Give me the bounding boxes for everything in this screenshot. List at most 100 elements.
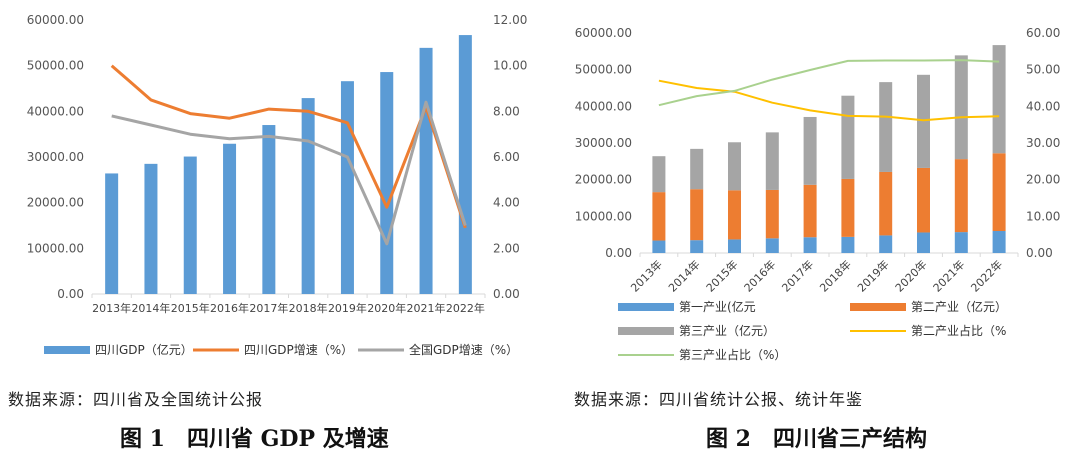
x-tick-label: 2022年: [968, 257, 1005, 294]
figure-2-caption: 图 2 四川省三产结构: [706, 426, 927, 452]
bar: [803, 237, 817, 253]
bar: [954, 159, 968, 233]
bar: [954, 55, 968, 160]
y-left-tick-label: 30000.00: [27, 150, 84, 164]
bar: [879, 171, 893, 236]
bar: [992, 153, 1006, 231]
y-right-tick-label: 12.00: [493, 13, 527, 27]
x-tick-label: 2021年: [407, 301, 446, 315]
bar: [458, 35, 472, 294]
y-right-tick-label: 2.00: [493, 241, 520, 255]
x-tick-label: 2016年: [210, 301, 249, 315]
y-left-tick-label: 10000.00: [575, 209, 632, 223]
bar: [803, 184, 817, 238]
x-tick-label: 2017年: [779, 257, 816, 294]
series-line: [111, 100, 467, 246]
bar: [690, 240, 704, 253]
series-line: [110, 64, 467, 229]
bar: [728, 142, 741, 191]
x-tick-label: 2016年: [741, 257, 778, 294]
legend-swatch: [850, 303, 906, 311]
gdp-growth-chart: 0.00 10000.00 20000.00 30000.00 40000.00 5000…: [27, 13, 528, 357]
legend-label: 全国GDP增速（%）: [409, 342, 518, 357]
legend-label: 四川GDP（亿元）: [95, 342, 193, 357]
y-left-tick-label: 40000.00: [27, 104, 84, 118]
legend-label: 第三产业（亿元）: [679, 323, 775, 338]
x-tick-label: 2020年: [367, 301, 406, 315]
series-line: [658, 79, 1000, 122]
y-right-tick-label: 6.00: [493, 150, 520, 164]
bar: [105, 173, 119, 294]
bar: [419, 47, 433, 295]
y-right-tick-label: 10.00: [1026, 209, 1060, 223]
bar: [223, 143, 237, 294]
y-left-tick-label: 0.00: [605, 246, 632, 260]
x-tick-label: 2013年: [628, 257, 665, 294]
y-right-tick-label: 30.00: [1026, 136, 1060, 150]
bar: [690, 189, 704, 241]
bar: [380, 72, 394, 294]
x-tick-label: 2018年: [289, 301, 328, 315]
figure-1-source: 数据来源：四川省及全国统计公报: [8, 390, 264, 409]
figure-1: 0.00 10000.00 20000.00 30000.00 40000.00 5000…: [8, 13, 528, 452]
figure-2-source: 数据来源：四川省统计公报、统计年鉴: [574, 390, 864, 409]
bar: [183, 156, 197, 294]
y-right-tick-label: 10.00: [493, 59, 527, 73]
bar: [917, 232, 930, 253]
x-tick-label: 2019年: [854, 257, 891, 294]
x-tick-label: 2022年: [446, 301, 485, 315]
y-right-tick-label: 0.00: [1026, 246, 1053, 260]
x-tick-label: 2015年: [171, 301, 210, 315]
bar: [992, 231, 1006, 253]
bar: [652, 240, 666, 253]
x-tick-label: 2018年: [817, 257, 854, 294]
legend-label: 第三产业占比（%）: [679, 347, 786, 362]
y-left-tick-label: 20000.00: [575, 173, 632, 187]
series-line: [658, 59, 1000, 107]
industry-structure-chart: 0.00 10000.00 20000.00 30000.00 40000.00 5000…: [575, 26, 1061, 362]
y-left-tick-label: 50000.00: [575, 63, 632, 77]
y-left-tick-label: 60000.00: [575, 26, 632, 40]
bar: [340, 81, 354, 295]
bar: [841, 95, 855, 179]
bar: [728, 239, 741, 253]
x-tick-label: 2014年: [131, 301, 170, 315]
legend-label: 四川GDP增速（%）: [244, 343, 353, 357]
bar: [803, 116, 817, 185]
bar: [954, 232, 968, 253]
legend-label: 第二产业（亿元）: [911, 299, 1007, 314]
y-right-tick-label: 50.00: [1026, 63, 1060, 77]
bar: [301, 98, 315, 294]
bar: [690, 148, 704, 190]
bar: [652, 192, 666, 241]
bar: [917, 167, 930, 233]
bar: [652, 156, 666, 193]
y-left-tick-label: 0.00: [57, 287, 84, 301]
y-left-tick-label: 50000.00: [27, 59, 84, 73]
y-right-tick-label: 60.00: [1026, 26, 1060, 40]
y-left-tick-label: 10000.00: [27, 241, 84, 255]
y-left-tick-label: 30000.00: [575, 136, 632, 150]
bar: [728, 190, 741, 240]
bar: [879, 82, 893, 172]
legend-label: 第二产业占比（%: [911, 323, 1006, 338]
y-right-tick-label: 8.00: [493, 104, 520, 118]
figure-2: 0.00 10000.00 20000.00 30000.00 40000.00 5000…: [540, 0, 1080, 462]
bar: [765, 189, 779, 239]
bar: [992, 45, 1006, 154]
bar: [144, 163, 158, 294]
figure-1-caption: 图 1 四川省 GDP 及增速: [120, 426, 389, 452]
y-right-tick-label: 0.00: [493, 287, 520, 301]
x-tick-label: 2017年: [249, 301, 288, 315]
x-tick-label: 2013年: [92, 301, 131, 315]
x-tick-label: 2019年: [328, 301, 367, 315]
y-right-tick-label: 40.00: [1026, 99, 1060, 113]
bar: [765, 238, 779, 253]
x-tick-label: 2020年: [892, 257, 929, 294]
bar: [765, 132, 779, 190]
legend-label: 第一产业(亿元: [679, 299, 756, 314]
bar: [841, 178, 855, 237]
y-left-tick-label: 40000.00: [575, 99, 632, 113]
x-tick-label: 2015年: [703, 257, 740, 294]
y-left-tick-label: 60000.00: [27, 13, 84, 27]
